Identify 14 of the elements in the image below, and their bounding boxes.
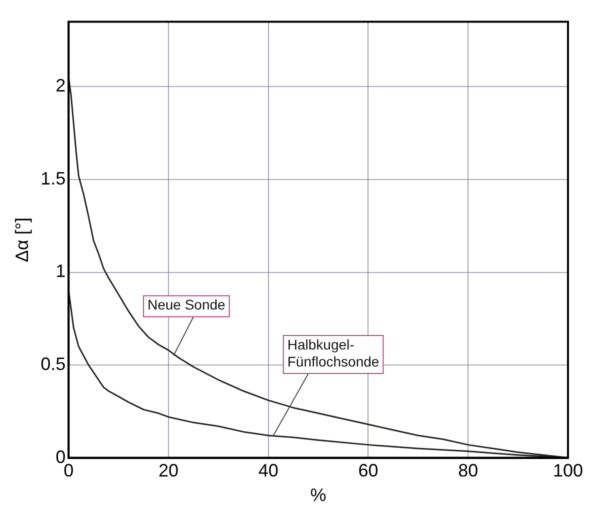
x-axis-title: %	[310, 485, 326, 506]
x-tick-label: 40	[258, 460, 278, 481]
y-tick-label: 0	[56, 446, 66, 467]
x-tick-label: 20	[158, 460, 179, 481]
y-tick-label: 1.5	[40, 168, 66, 188]
annotation: Halbkugel- Fünflochsonde	[287, 336, 380, 370]
y-tick-label: 2	[56, 76, 66, 96]
x-tick-label: 80	[458, 460, 478, 481]
y-axis-title: Δα [°]	[12, 217, 32, 262]
y-tick-label: 1	[56, 261, 66, 282]
x-tick-label: 100	[552, 460, 584, 481]
annotation: Neue Sonde	[147, 296, 226, 313]
y-tick-label: 0.5	[40, 354, 66, 374]
x-tick-label: 60	[358, 460, 378, 481]
